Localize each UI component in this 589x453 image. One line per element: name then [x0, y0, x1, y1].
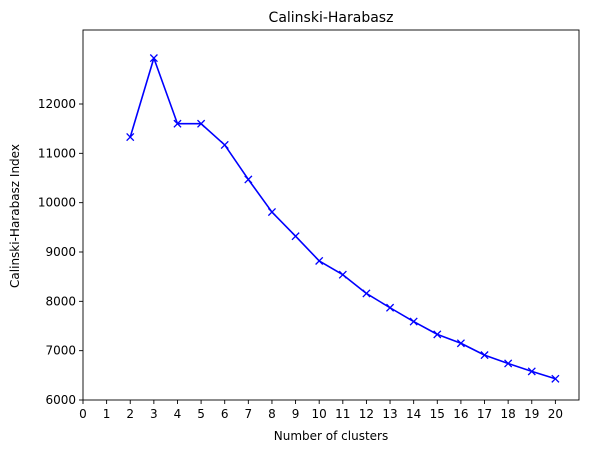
plot-area: 0 1 2 3 4 5 6 7 8 9 10 11 12 13 14 15 16 17 18 19 2060007000…	[38, 29, 580, 421]
x-tick-label: 6	[221, 407, 229, 421]
data-point	[220, 140, 229, 150]
data-point	[551, 374, 560, 383]
data-point	[409, 317, 418, 326]
x-tick-label: 4	[174, 407, 182, 421]
data-point	[362, 289, 371, 298]
x-tick-label: 10	[312, 407, 327, 421]
data-point	[126, 132, 135, 142]
axes-frame	[82, 29, 580, 401]
x-axis-label: Number of clusters	[274, 429, 388, 443]
y-tick-label: 6000	[45, 393, 76, 407]
data-point	[315, 256, 324, 265]
y-tick-label: 9000	[45, 245, 76, 259]
data-point	[385, 303, 395, 312]
data-point	[527, 367, 536, 376]
data-point	[149, 54, 158, 63]
y-tick-label: 12000	[38, 97, 76, 111]
data-point	[267, 207, 277, 217]
y-tick-label: 10000	[38, 196, 76, 210]
data-point	[504, 359, 513, 368]
x-tick-label: 19	[524, 407, 539, 421]
x-tick-label: 11	[335, 407, 350, 421]
x-tick-label: 20	[548, 407, 563, 421]
x-tick-label: 3	[150, 407, 158, 421]
x-tick-label: 18	[501, 407, 516, 421]
data-point	[197, 119, 206, 128]
y-axis-label: Calinski-Harabasz Index	[8, 144, 22, 288]
x-tick-label: 7	[245, 407, 253, 421]
chart-title: Calinski-Harabasz	[269, 10, 394, 26]
x-tick-label: 15	[430, 407, 445, 421]
data-point	[244, 175, 253, 184]
x-tick-label: 14	[406, 407, 421, 421]
x-tick-label: 0	[79, 407, 87, 421]
x-tick-label: 1	[103, 407, 111, 421]
x-tick-label: 13	[382, 407, 397, 421]
x-tick-label: 16	[453, 407, 468, 421]
data-point	[291, 232, 300, 241]
y-tick-label: 11000	[38, 146, 76, 160]
y-tick-label: 8000	[45, 294, 76, 308]
x-tick-label: 12	[359, 407, 374, 421]
data-point	[338, 270, 347, 279]
x-tick-label: 9	[292, 407, 300, 421]
data-point	[433, 330, 442, 339]
data-point	[173, 119, 182, 128]
x-tick-label: 17	[477, 407, 492, 421]
x-tick-label: 2	[126, 407, 134, 421]
x-tick-label: 5	[197, 407, 205, 421]
data-point	[456, 339, 465, 348]
data-point	[480, 351, 489, 360]
series-line	[129, 57, 556, 380]
y-tick-label: 7000	[45, 344, 76, 358]
x-tick-label: 8	[268, 407, 276, 421]
